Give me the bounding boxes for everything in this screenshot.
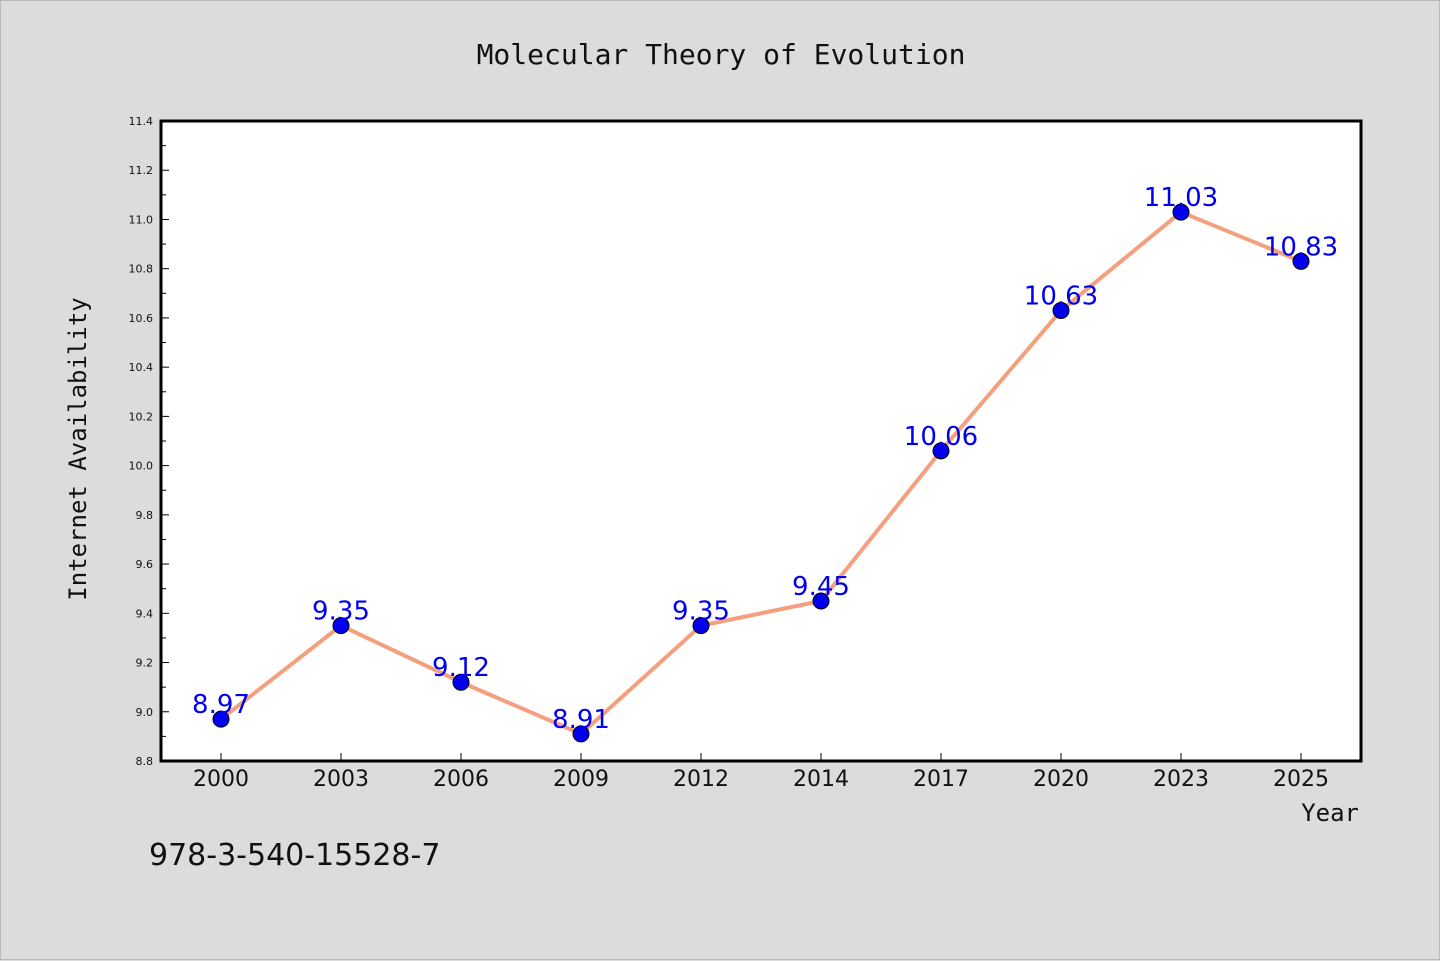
y-tick-label: 8.8 — [136, 755, 154, 768]
y-tick-label: 10.0 — [129, 460, 154, 473]
x-tick-label: 2023 — [1153, 767, 1209, 792]
data-point — [932, 442, 950, 460]
y-tick-label: 9.4 — [136, 607, 154, 620]
data-label: 9.35 — [672, 597, 730, 627]
x-tick-label: 2025 — [1273, 767, 1329, 792]
y-axis: 8.8 9.0 9.2 9.4 9.6 9.8 10.0 10.2 10.4 10.6 10.8 11… — [129, 115, 169, 768]
x-tick-label: 2009 — [553, 767, 609, 792]
series-layer: 8.97 9.35 9.12 8.91 9.35 9.45 10.06 10.63 11.03 1… — [192, 183, 1338, 743]
x-axis: 2000 2003 2006 2009 2012 2014 2017 2020 2023 2025 — [193, 753, 1329, 792]
series-line — [219, 210, 1303, 736]
data-label: 8.91 — [552, 705, 610, 735]
x-tick-label: 2012 — [673, 767, 729, 792]
data-point — [692, 617, 710, 635]
y-tick-label: 10.4 — [129, 361, 154, 374]
y-tick-label: 9.2 — [136, 657, 154, 670]
data-label: 8.97 — [192, 690, 250, 720]
y-tick-label: 10.2 — [129, 410, 154, 423]
data-label: 10.83 — [1264, 232, 1338, 262]
data-label: 10.06 — [904, 422, 978, 452]
data-label: 10.63 — [1024, 282, 1098, 312]
data-point — [1292, 252, 1310, 270]
y-tick-label: 9.0 — [136, 706, 154, 719]
x-tick-label: 2017 — [913, 767, 969, 792]
data-point — [212, 710, 230, 728]
data-point — [1172, 203, 1190, 221]
footer-code: 978-3-540-15528-7 — [149, 838, 440, 873]
data-label: 11.03 — [1144, 183, 1218, 213]
y-tick-label: 11.2 — [129, 164, 154, 177]
data-label: 9.12 — [432, 653, 490, 683]
data-point — [332, 617, 350, 635]
x-tick-label: 2020 — [1033, 767, 1089, 792]
data-label: 9.35 — [312, 597, 370, 627]
y-axis-title: Internet Availability — [64, 297, 92, 600]
x-tick-label: 2006 — [433, 767, 489, 792]
y-tick-label: 9.6 — [136, 558, 154, 571]
y-tick-label: 11.4 — [129, 115, 154, 128]
y-tick-label: 11.0 — [129, 213, 154, 226]
data-label: 9.45 — [792, 572, 850, 602]
x-axis-title: Year — [1301, 799, 1359, 827]
x-tick-label: 2003 — [313, 767, 369, 792]
y-tick-label: 9.8 — [136, 509, 154, 522]
chart-title: Molecular Theory of Evolution — [477, 38, 966, 71]
x-tick-label: 2000 — [193, 767, 249, 792]
y-tick-label: 10.6 — [129, 312, 154, 325]
data-point — [452, 673, 470, 691]
data-point — [1052, 302, 1070, 320]
data-point — [812, 592, 830, 610]
data-point — [572, 725, 590, 743]
y-tick-label: 10.8 — [129, 263, 154, 276]
x-tick-label: 2014 — [793, 767, 849, 792]
